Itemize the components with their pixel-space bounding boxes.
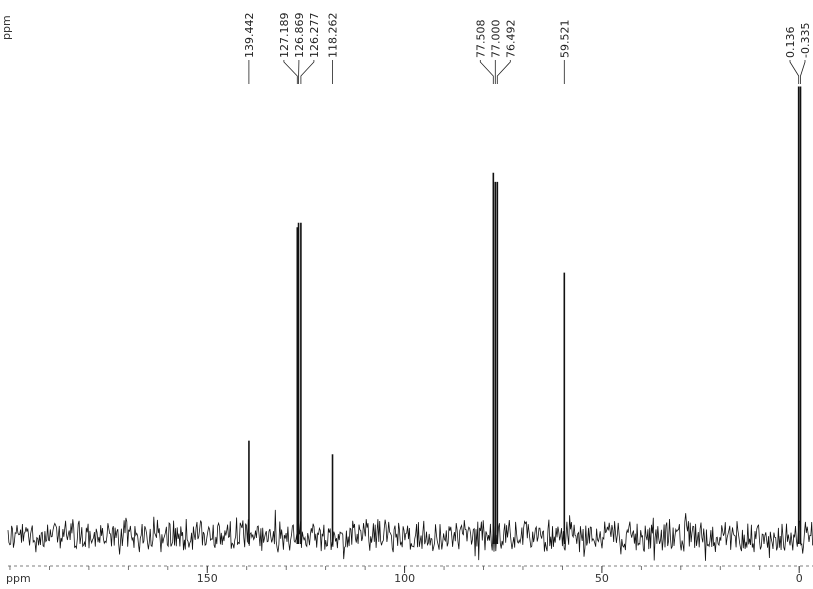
peak-label: -0.335 — [799, 23, 812, 58]
x-tick-label: 0 — [796, 572, 803, 585]
peak-label: 118.262 — [327, 13, 340, 59]
corner-unit-label: ppm — [0, 15, 13, 40]
x-axis-label: ppm — [6, 572, 31, 585]
peak-label: 59.521 — [558, 20, 571, 59]
peak-label-connector — [789, 60, 800, 84]
peak-label: 0.136 — [784, 27, 797, 59]
baseline-noise — [7, 509, 813, 561]
x-axis: 150 100 50 0 — [8, 565, 813, 585]
peak-label-connector — [300, 60, 315, 84]
peak-labels: 139.442 127.189 126.869 126.277 118.262 77.50… — [243, 13, 812, 84]
peak-label-connector — [283, 60, 298, 84]
peak-label-connector — [496, 60, 511, 84]
noise-trace — [7, 509, 813, 561]
peak-label-connector — [800, 60, 806, 84]
peak-label: 126.869 — [293, 13, 306, 59]
peak-label-connector — [479, 60, 494, 84]
peak-label: 77.508 — [474, 20, 487, 59]
peak-label: 139.442 — [243, 13, 256, 59]
peaks — [248, 86, 802, 544]
peak-label: 76.492 — [504, 20, 517, 59]
peak-label: 77.000 — [489, 20, 502, 59]
peak-label: 126.277 — [308, 13, 321, 59]
x-tick-label: 100 — [394, 572, 415, 585]
x-tick-label: 50 — [595, 572, 609, 585]
x-tick-label: 150 — [197, 572, 218, 585]
peak-label: 127.189 — [278, 13, 291, 59]
